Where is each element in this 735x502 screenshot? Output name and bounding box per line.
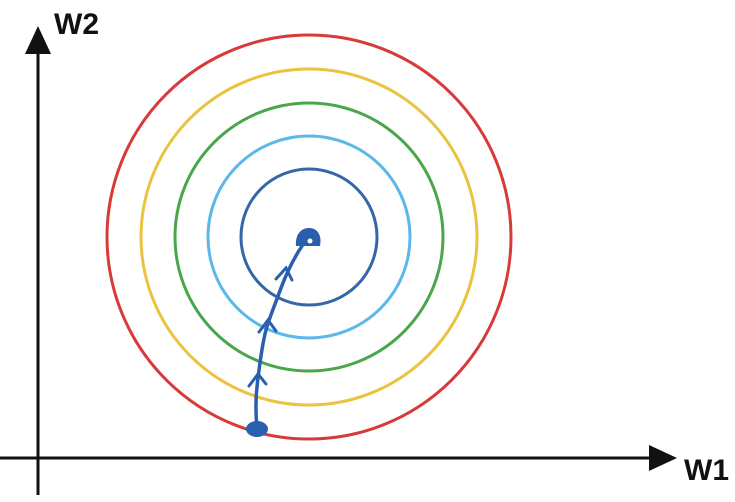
- step-arrow-1: [247, 371, 268, 388]
- contour-yellow: [139, 67, 479, 407]
- start-point: [246, 421, 268, 437]
- contour-green: [173, 101, 445, 373]
- step-arrow-2: [257, 317, 278, 334]
- contour-light-blue: [206, 134, 412, 340]
- descent-path-group: [246, 228, 321, 437]
- step-arrow-3: [274, 265, 294, 282]
- minimum-point-highlight: [307, 238, 313, 244]
- x-axis-label: W1: [684, 454, 729, 487]
- x-axis-arrowhead: [649, 445, 677, 471]
- contour-inner-blue: [239, 167, 379, 307]
- y-axis-label: W2: [54, 8, 99, 41]
- contour-outer-red: [105, 33, 513, 441]
- minimum-point: [295, 228, 321, 246]
- contour-group: [105, 33, 513, 441]
- y-axis-arrowhead: [25, 26, 51, 54]
- axes-group: [0, 26, 677, 495]
- descent-path: [254, 244, 304, 430]
